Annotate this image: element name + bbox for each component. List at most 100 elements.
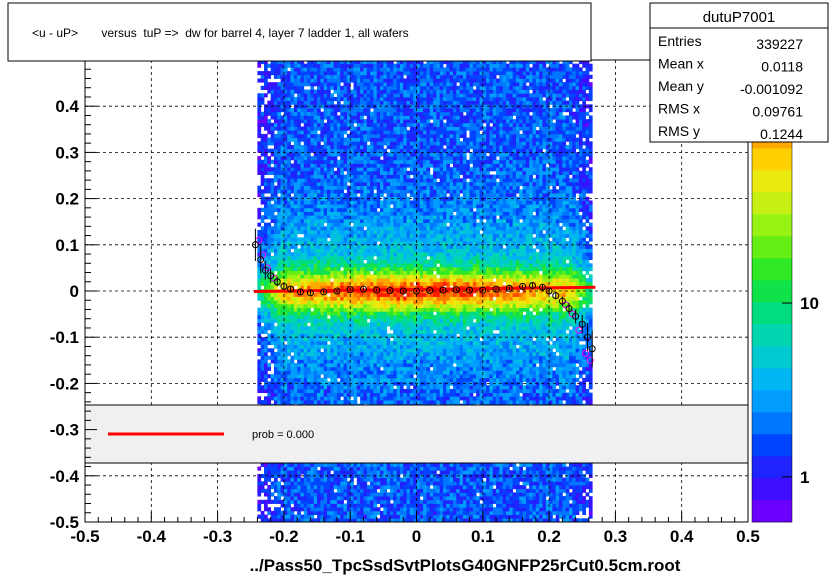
- heatmap-cell: [280, 333, 285, 338]
- heatmap-cell: [340, 281, 344, 286]
- heatmap-cell: [340, 152, 344, 157]
- heatmap-cell: [343, 385, 348, 390]
- heatmap-cell: [360, 178, 364, 183]
- heatmap-cell: [393, 274, 398, 279]
- heatmap-cell: [380, 322, 384, 327]
- heatmap-cell: [376, 181, 381, 187]
- heatmap-cell: [323, 100, 328, 105]
- heatmap-cell: [363, 156, 368, 161]
- heatmap-cell: [356, 130, 361, 135]
- heatmap-cell: [293, 296, 298, 301]
- heatmap-cell: [277, 315, 281, 320]
- heatmap-cell: [307, 466, 311, 471]
- heatmap-cell: [277, 259, 281, 264]
- heatmap-cell: [280, 152, 285, 157]
- heatmap-cell: [313, 400, 318, 405]
- heatmap-cell: [373, 278, 378, 283]
- heatmap-cell: [333, 266, 338, 272]
- heatmap-cell: [363, 174, 368, 179]
- heatmap-cell: [376, 148, 381, 153]
- heatmap-cell: [277, 230, 281, 235]
- heatmap-cell: [383, 377, 388, 382]
- heatmap-cell: [287, 351, 291, 357]
- heatmap-cell: [317, 292, 321, 297]
- heatmap-cell: [313, 333, 318, 338]
- heatmap-cell: [356, 292, 361, 297]
- heatmap-cell: [313, 303, 318, 309]
- heatmap-cell: [287, 145, 291, 150]
- heatmap-cell: [297, 307, 301, 312]
- heatmap-cell: [330, 366, 335, 371]
- heatmap-cell: [277, 204, 281, 209]
- heatmap-cell: [326, 85, 331, 90]
- heatmap-cell: [270, 159, 275, 164]
- heatmap-cell: [257, 230, 262, 235]
- heatmap-cell: [264, 278, 268, 283]
- heatmap-cell: [307, 100, 311, 105]
- heatmap-cell: [297, 326, 301, 331]
- heatmap-cell: [283, 351, 288, 357]
- heatmap-cell: [330, 137, 335, 142]
- heatmap-cell: [323, 326, 328, 331]
- heatmap-cell: [297, 111, 301, 116]
- heatmap-cell: [350, 104, 354, 109]
- heatmap-cell: [273, 315, 278, 320]
- heatmap-cell: [270, 485, 275, 490]
- heatmap-cell: [310, 488, 315, 493]
- heatmap-cell: [270, 244, 275, 249]
- heatmap-cell: [323, 462, 328, 467]
- heatmap-cell: [303, 388, 308, 394]
- heatmap-cell: [373, 300, 378, 305]
- heatmap-cell: [283, 215, 288, 220]
- heatmap-cell: [303, 477, 308, 482]
- heatmap-cell: [346, 370, 351, 375]
- heatmap-cell: [307, 270, 311, 275]
- heatmap-cell: [393, 510, 398, 516]
- heatmap-cell: [343, 237, 348, 242]
- heatmap-cell: [353, 344, 358, 349]
- heatmap-cell: [283, 333, 288, 338]
- heatmap-cell: [393, 230, 398, 235]
- heatmap-cell: [317, 322, 321, 327]
- heatmap-cell: [356, 122, 361, 127]
- heatmap-cell: [283, 303, 288, 309]
- heatmap-cell: [283, 344, 288, 349]
- heatmap-cell: [303, 189, 308, 194]
- heatmap-cell: [303, 156, 308, 161]
- heatmap-cell: [297, 60, 301, 65]
- heatmap-cell: [326, 71, 331, 76]
- heatmap-cell: [290, 507, 295, 512]
- heatmap-cell: [317, 311, 321, 316]
- heatmap-cell: [303, 400, 308, 405]
- heatmap-cell: [370, 226, 374, 231]
- heatmap-cell: [317, 148, 321, 153]
- heatmap-cell: [343, 278, 348, 283]
- heatmap-cell: [257, 514, 262, 519]
- heatmap-cell: [389, 181, 394, 187]
- heatmap-cell: [389, 363, 394, 368]
- heatmap-cell: [317, 189, 321, 194]
- heatmap-cell: [373, 67, 378, 72]
- heatmap-cell: [353, 74, 358, 79]
- heatmap-cell: [287, 200, 291, 205]
- heatmap-cell: [287, 211, 291, 216]
- heatmap-cell: [280, 141, 285, 146]
- heatmap-cell: [336, 119, 341, 124]
- heatmap-cell: [320, 340, 325, 345]
- heatmap-cell: [273, 233, 278, 238]
- heatmap-cell: [287, 255, 291, 260]
- heatmap-cell: [317, 111, 321, 116]
- heatmap-cell: [350, 499, 354, 504]
- heatmap-cell: [350, 466, 354, 471]
- heatmap-cell: [383, 359, 388, 364]
- heatmap-cell: [389, 377, 394, 382]
- heatmap-cell: [303, 485, 308, 490]
- heatmap-cell: [336, 278, 341, 283]
- heatmap-cell: [293, 96, 298, 102]
- heatmap-cell: [366, 374, 371, 379]
- heatmap-cell: [313, 167, 318, 172]
- heatmap-cell: [277, 141, 281, 146]
- heatmap-cell: [343, 137, 348, 142]
- heatmap-cell: [297, 518, 301, 522]
- heatmap-cell: [356, 307, 361, 312]
